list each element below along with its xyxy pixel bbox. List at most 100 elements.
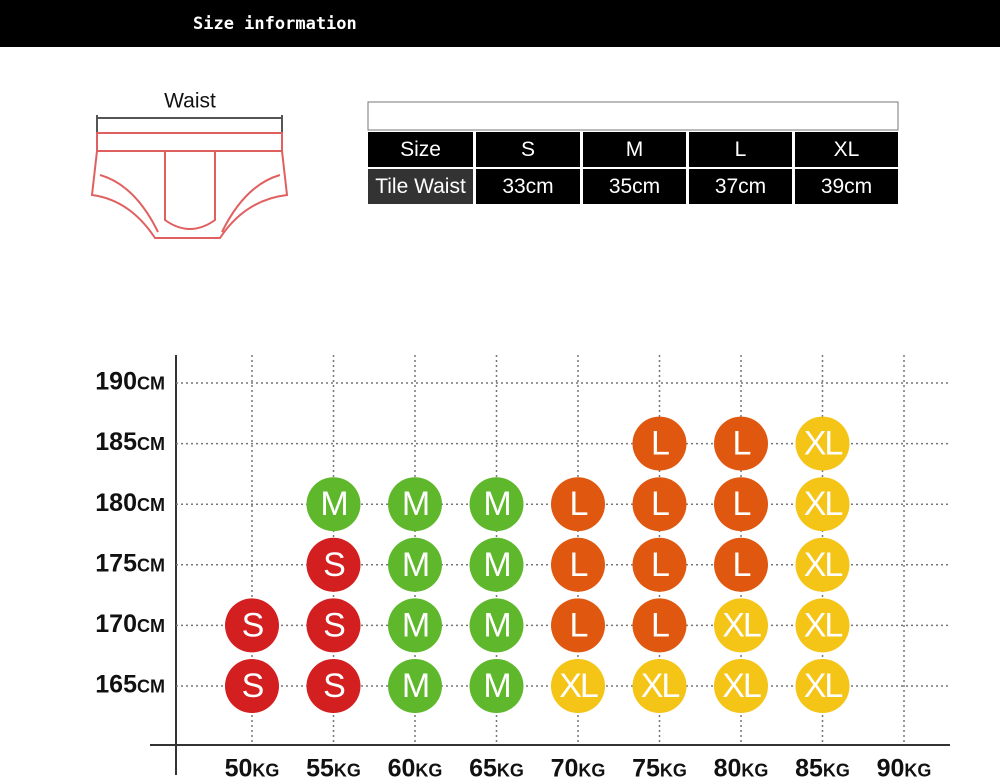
table-cell-bg <box>583 169 686 204</box>
size-badge-circle <box>388 537 442 592</box>
size-badge: XL <box>804 425 843 463</box>
size-badge: XL <box>804 546 843 584</box>
table-cell-bg <box>689 169 792 204</box>
size-badge-circle <box>795 416 850 471</box>
table-cell: Tile Waist <box>375 175 466 198</box>
size-badge: M <box>483 546 509 584</box>
table-cell: XL <box>834 138 860 161</box>
table-cell: 33cm <box>502 175 553 198</box>
y-tick-label: 190cm <box>95 368 165 396</box>
table-cell-bg <box>689 132 792 167</box>
x-tick-label: 55kg <box>306 755 361 783</box>
size-badge: S <box>242 606 264 644</box>
table-cell-bg <box>476 169 580 204</box>
x-tick-label: 70kg <box>551 755 606 783</box>
x-tick-label: 80kg <box>714 755 769 783</box>
table-cell: Size <box>400 138 441 161</box>
size-badge-circle <box>306 659 361 713</box>
size-badge-circle <box>388 659 442 713</box>
size-badge-circle <box>306 477 361 532</box>
size-badge: XL <box>641 667 680 705</box>
size-badge: L <box>651 485 669 523</box>
size-badge: S <box>242 667 264 705</box>
table-cell: M <box>626 138 644 161</box>
x-tick-label: 75kg <box>632 755 687 783</box>
table-cell-bg <box>583 132 686 167</box>
x-tick-label: 60kg <box>388 755 443 783</box>
size-badge-circle <box>714 477 768 532</box>
table-cell: L <box>735 138 747 161</box>
header-title: Size information <box>193 14 357 34</box>
size-badge-circle <box>388 477 442 532</box>
size-badge-circle <box>714 537 768 592</box>
size-badge: XL <box>722 667 761 705</box>
size-badge-circle <box>714 659 768 713</box>
size-badge: L <box>570 606 588 644</box>
briefs-drawing <box>90 115 289 239</box>
size-badge-circle <box>469 659 524 713</box>
size-badge-circle <box>795 598 850 653</box>
size-badge: M <box>402 606 428 644</box>
y-tick-label: 185cm <box>95 428 165 456</box>
size-badge: S <box>323 546 345 584</box>
table-top <box>367 101 899 131</box>
size-badge-circle <box>388 598 442 653</box>
y-tick-label: 165cm <box>95 671 165 699</box>
size-badge-circle <box>225 598 279 653</box>
header-bar <box>0 0 1000 47</box>
x-tick-label: 90kg <box>877 755 932 783</box>
size-badge: XL <box>559 667 598 705</box>
size-badge-circle <box>632 598 687 653</box>
size-badge-circle <box>225 659 279 713</box>
size-badge: XL <box>804 485 843 523</box>
size-badge: XL <box>804 606 843 644</box>
x-tick-label: 65kg <box>469 755 524 783</box>
size-badge-circle <box>551 659 605 713</box>
size-badge-circle <box>551 477 605 532</box>
x-tick-label: 85kg <box>795 755 850 783</box>
x-tick-label: 50kg <box>225 755 280 783</box>
size-badge: M <box>402 667 428 705</box>
size-badge: L <box>651 606 669 644</box>
size-badge: M <box>483 667 509 705</box>
size-badge-circle <box>714 416 768 471</box>
size-badge: S <box>323 667 345 705</box>
size-badge-circle <box>795 537 850 592</box>
size-badge: M <box>483 606 509 644</box>
size-badge-circle <box>632 537 687 592</box>
size-badge: S <box>323 606 345 644</box>
table-cell: 39cm <box>821 175 872 198</box>
size-badge-circle <box>551 598 605 653</box>
size-badge-circle <box>469 537 524 592</box>
size-badge-circle <box>632 477 687 532</box>
table-cell: S <box>521 138 535 161</box>
size-badge-circle <box>632 416 687 471</box>
size-badge: M <box>483 485 509 523</box>
size-badge-circle <box>469 477 524 532</box>
size-badge: L <box>733 546 751 584</box>
size-badge-circle <box>306 537 361 592</box>
size-badge: M <box>320 485 346 523</box>
size-badge: M <box>402 485 428 523</box>
size-badge: XL <box>804 667 843 705</box>
y-tick-label: 170cm <box>95 610 165 638</box>
size-badge-circle <box>714 598 768 653</box>
size-badge: L <box>570 546 588 584</box>
table-cell: 35cm <box>609 175 660 198</box>
table-cell-bg <box>795 169 898 204</box>
size-badge-circle <box>306 598 361 653</box>
table-cell-bg <box>795 132 898 167</box>
size-badge: L <box>651 425 669 463</box>
size-badge-circle <box>795 659 850 713</box>
waist-label: Waist <box>164 90 216 113</box>
size-badge: M <box>402 546 428 584</box>
size-badge: XL <box>722 606 761 644</box>
size-badge: L <box>651 546 669 584</box>
size-badge-circle <box>632 659 687 713</box>
y-tick-label: 175cm <box>95 549 165 577</box>
size-badge-circle <box>795 477 850 532</box>
size-badge-circle <box>469 598 524 653</box>
size-badge-circle <box>551 537 605 592</box>
size-badge: L <box>733 425 751 463</box>
